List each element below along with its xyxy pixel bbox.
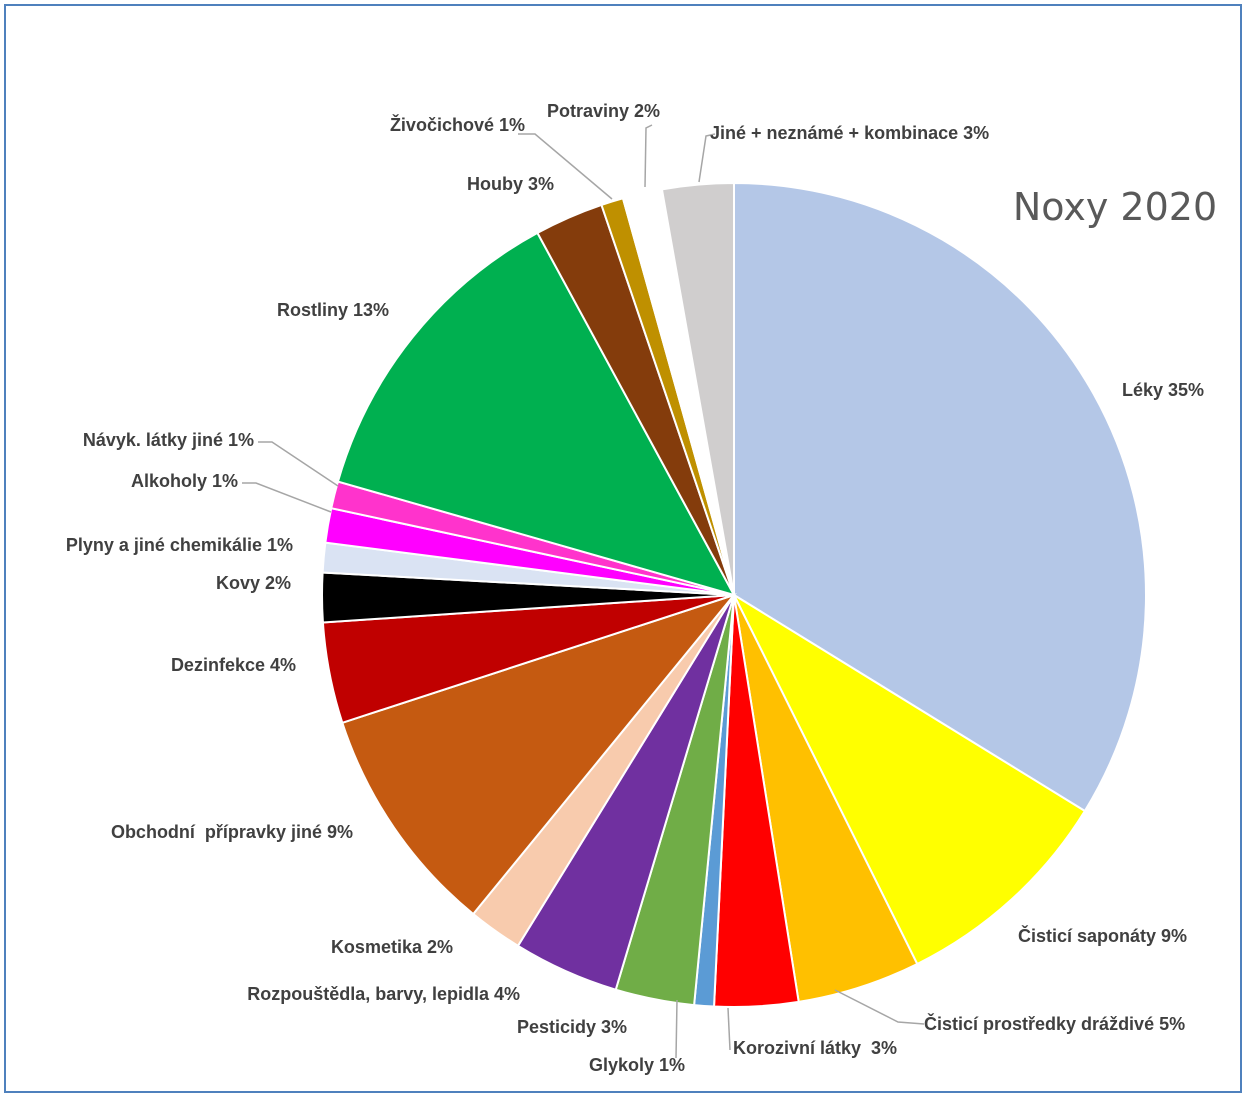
slice-label: Obchodní přípravky jiné 9% xyxy=(111,822,353,842)
leader-line xyxy=(698,133,716,183)
pie-slice xyxy=(341,592,737,916)
slice-label: Glykoly 1% xyxy=(589,1055,685,1075)
slice-label: Plyny a jiné chemikálie 1% xyxy=(66,535,293,555)
pie-slice xyxy=(731,592,1087,966)
pie-slice xyxy=(733,181,1147,813)
slice-label: Čisticí saponáty 9% xyxy=(1018,925,1187,946)
slice-label: Rozpouštědla, barvy, lepidla 4% xyxy=(247,984,520,1004)
slice-label: Živočichové 1% xyxy=(390,114,525,135)
leader-line xyxy=(644,124,653,188)
chart-frame xyxy=(4,4,1242,1093)
slice-label: Kovy 2% xyxy=(216,573,291,593)
leader-lines-layer xyxy=(242,124,925,1059)
slice-label: Potraviny 2% xyxy=(547,101,660,121)
chart-title: Noxy 2020 xyxy=(1013,185,1217,229)
slice-label: Houby 3% xyxy=(467,174,554,194)
leader-line xyxy=(518,133,613,200)
leader-line xyxy=(727,1007,731,1051)
slice-label: Jiné + neznámé + kombinace 3% xyxy=(710,123,989,143)
slice-label: Alkoholy 1% xyxy=(131,471,238,491)
slice-label: Kosmetika 2% xyxy=(331,937,453,957)
pie-slice xyxy=(336,231,737,597)
leader-line xyxy=(834,989,925,1025)
leader-line xyxy=(258,441,339,487)
slice-label: Dezinfekce 4% xyxy=(171,655,296,675)
slice-label: Návyk. látky jiné 1% xyxy=(83,430,254,450)
slice-label: Léky 35% xyxy=(1122,380,1204,400)
slice-label: Pesticidy 3% xyxy=(517,1017,627,1037)
leader-line xyxy=(242,482,332,513)
leader-line xyxy=(675,999,678,1059)
slices-layer xyxy=(321,181,1147,1008)
labels-layer: Léky 35% Čisticí saponáty 9% Čisticí prost… xyxy=(66,101,1204,1075)
slice-label: Rostliny 13% xyxy=(277,300,389,320)
slice-label: Korozivní látky 3% xyxy=(733,1038,897,1058)
pie-slice xyxy=(660,181,735,596)
slice-label: Čisticí prostředky dráždivé 5% xyxy=(924,1013,1185,1034)
